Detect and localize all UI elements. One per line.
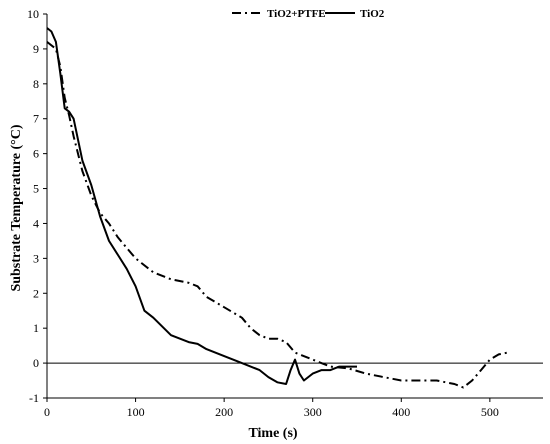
y-tick-label: 4 [33,216,39,230]
series-line-tio2-ptfe [46,41,508,389]
series-line-tio2 [46,27,357,385]
y-tick-label: 7 [33,112,39,126]
plot-area [46,27,543,389]
y-tick-label: 2 [33,286,39,300]
y-tick-label: -1 [29,391,39,405]
x-tick-label: 100 [127,405,145,419]
y-tick-label: 9 [33,42,39,56]
legend-label: TiO2 [360,8,385,20]
x-tick-label: 400 [392,405,410,419]
x-axis-title: Time (s) [248,426,297,441]
x-tick-label: 200 [215,405,233,419]
x-tick-label: 0 [44,405,50,419]
x-tick-label: 500 [481,405,499,419]
legend-label: TiO2+PTFE [267,8,326,20]
y-tick-label: 0 [33,356,39,370]
y-tick-label: 6 [33,147,39,161]
y-tick-label: 3 [33,251,39,265]
y-tick-label: 5 [33,182,39,196]
x-tick-label: 300 [304,405,322,419]
y-tick-label: 10 [27,7,39,21]
y-axis-title: Substrate Temperature (°C) [9,124,24,291]
y-tick-label: 1 [33,321,39,335]
legend: TiO2+PTFE TiO2 [232,8,385,20]
y-tick-label: 8 [33,77,39,91]
